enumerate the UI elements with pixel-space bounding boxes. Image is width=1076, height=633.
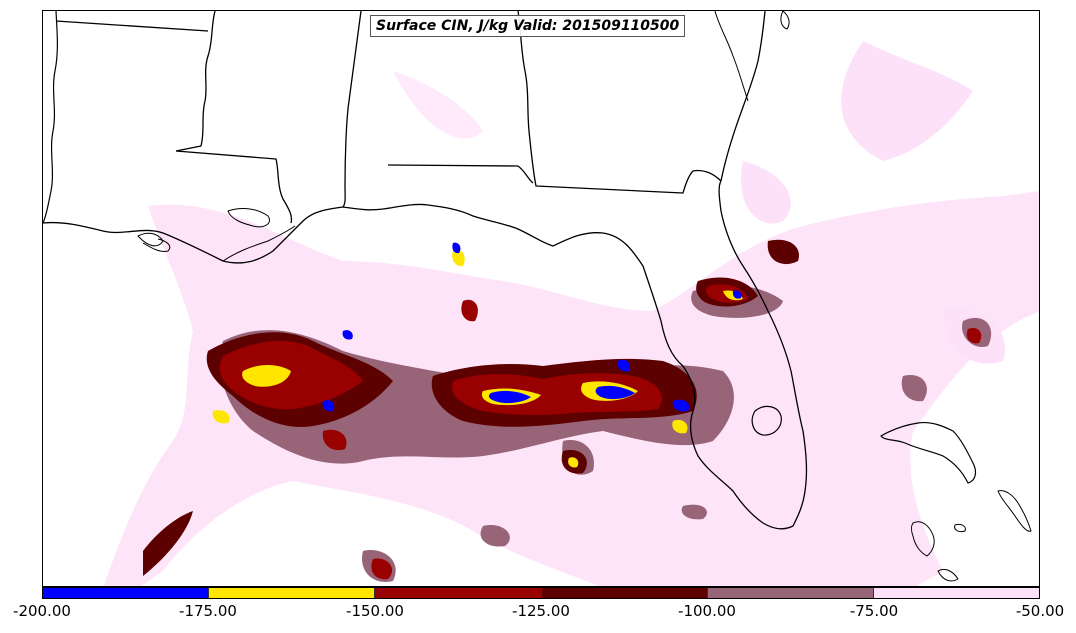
colorbar-labels: -200.00 -175.00 -150.00 -125.00 -100.00 … [0,602,1076,624]
cin-field-blue [322,242,742,412]
colorbar-segment-2 [209,588,376,598]
colorbar-tick-label: -100.00 [678,602,736,620]
colorbar-segment-4 [541,588,708,598]
colorbar-segment-6 [873,588,1040,598]
colorbar-segment-1 [43,588,210,598]
coastlines-and-borders [43,11,1032,582]
colorbar-tick-label: -75.00 [849,602,899,620]
map-title: Surface CIN, J/kg Valid: 201509110500 [370,15,686,37]
colorbar-tick-label: -200.00 [13,602,71,620]
colorbar-tick-label: -50.00 [1015,602,1065,620]
colorbar [42,587,1040,599]
colorbar-tick-label: -150.00 [346,602,404,620]
map-panel [42,10,1040,587]
colorbar-tick-label: -125.00 [512,602,570,620]
colorbar-segment-5 [707,588,874,598]
map-canvas [43,11,1039,586]
colorbar-segment-3 [375,588,542,598]
cin-field-light [103,41,1039,586]
colorbar-tick-label: -175.00 [179,602,237,620]
